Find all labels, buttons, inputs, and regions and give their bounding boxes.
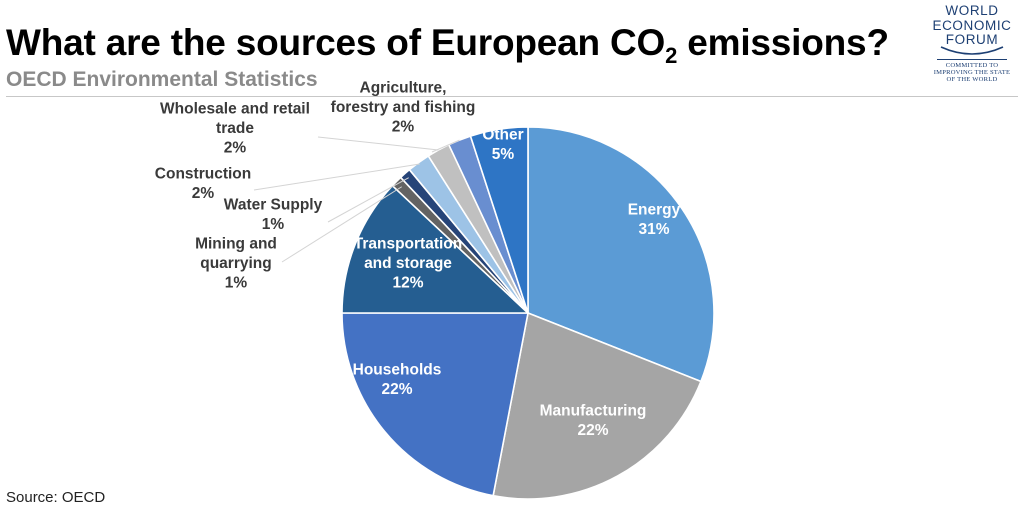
slice-name-label: forestry and fishing bbox=[331, 99, 476, 116]
pie-slice-households bbox=[341, 312, 529, 497]
slice-name-label: Agriculture, bbox=[360, 80, 447, 97]
logo-tag-2: IMPROVING THE STATE bbox=[933, 68, 1011, 76]
logo-rule bbox=[937, 58, 1007, 60]
pie-slice-manufacturing bbox=[492, 312, 702, 500]
logo-arc-icon bbox=[940, 45, 1004, 55]
slice-name-label: Wholesale and retail bbox=[160, 101, 310, 118]
leader-line bbox=[281, 186, 403, 263]
source-note: Source: OECD bbox=[6, 489, 106, 506]
wef-logo: WORLD ECONOMIC FORUM COMMITTED TO IMPROV… bbox=[924, 3, 1020, 94]
title-subscript: 2 bbox=[665, 43, 678, 68]
header-divider bbox=[6, 96, 1018, 97]
slice-name-label: Construction bbox=[155, 165, 251, 182]
title-main: What are the sources of European CO bbox=[6, 22, 666, 63]
logo-name: WORLD ECONOMIC FORUM bbox=[924, 3, 1020, 48]
pie-slice-other bbox=[469, 126, 529, 314]
slice-name-label: Water Supply bbox=[224, 196, 323, 213]
slice-value-label: 31% bbox=[638, 221, 669, 238]
logo-tag-1: COMMITTED TO bbox=[945, 61, 999, 69]
slice-value-label: 2% bbox=[392, 119, 415, 136]
slice-value-label: 5% bbox=[492, 146, 515, 163]
leader-line bbox=[431, 139, 460, 153]
logo-line-1: WORLD bbox=[945, 3, 999, 18]
slice-name-label: Transportation bbox=[354, 236, 463, 253]
slice-label: Agriculture, forestry and fishing 2% bbox=[331, 80, 476, 136]
slice-name-label: Energy bbox=[628, 201, 681, 218]
slice-value-label: 22% bbox=[577, 422, 608, 439]
slice-label: Households 22% bbox=[353, 361, 442, 398]
leader-line bbox=[317, 136, 439, 151]
leader-line bbox=[253, 163, 420, 191]
logo-tagline: COMMITTED TO IMPROVING THE STATE OF THE … bbox=[924, 62, 1020, 84]
slice-label: Mining and quarrying 1% bbox=[195, 236, 277, 292]
title-end: emissions? bbox=[677, 22, 889, 63]
slice-value-label: 22% bbox=[381, 381, 412, 398]
slice-name-label: Mining and bbox=[195, 236, 277, 253]
slice-label: Other 5% bbox=[482, 126, 523, 163]
chart-subtitle: OECD Environmental Statistics bbox=[6, 68, 318, 91]
chart-title: What are the sources of European CO2 emi… bbox=[6, 22, 889, 67]
leader-line bbox=[327, 177, 409, 223]
pie-slice-transportation-and-storage bbox=[341, 184, 529, 314]
slice-label: Transportation and storage 12% bbox=[354, 236, 463, 292]
slice-value-label: 1% bbox=[262, 216, 285, 233]
slice-name-label: Households bbox=[353, 361, 442, 378]
slice-name-label: and storage bbox=[364, 255, 452, 272]
slice-label: Energy 31% bbox=[628, 201, 681, 238]
slice-name-label: trade bbox=[216, 120, 254, 137]
slice-label: Manufacturing 22% bbox=[540, 402, 647, 439]
logo-line-2: ECONOMIC bbox=[932, 17, 1012, 33]
logo-tag-3: OF THE WORLD bbox=[946, 75, 998, 83]
slice-value-label: 1% bbox=[225, 275, 248, 292]
slice-label: Construction 2% bbox=[155, 165, 251, 202]
slice-labels: Energy 31% Manufacturing 22% Households 22% Tr… bbox=[155, 80, 681, 439]
slice-value-label: 2% bbox=[192, 185, 215, 202]
leader-lines bbox=[253, 136, 460, 263]
pie-slices bbox=[341, 126, 715, 500]
logo-line-3: FORUM bbox=[945, 32, 999, 47]
slice-name-label: Other bbox=[482, 126, 523, 143]
slice-label: Water Supply 1% bbox=[224, 196, 323, 233]
slice-name-label: Manufacturing bbox=[540, 402, 647, 419]
slice-value-label: 2% bbox=[224, 140, 247, 157]
slice-label: Wholesale and retail trade 2% bbox=[160, 101, 310, 157]
pie-slice-energy bbox=[527, 126, 715, 383]
slice-name-label: quarrying bbox=[200, 255, 271, 272]
slice-value-label: 12% bbox=[392, 275, 423, 292]
